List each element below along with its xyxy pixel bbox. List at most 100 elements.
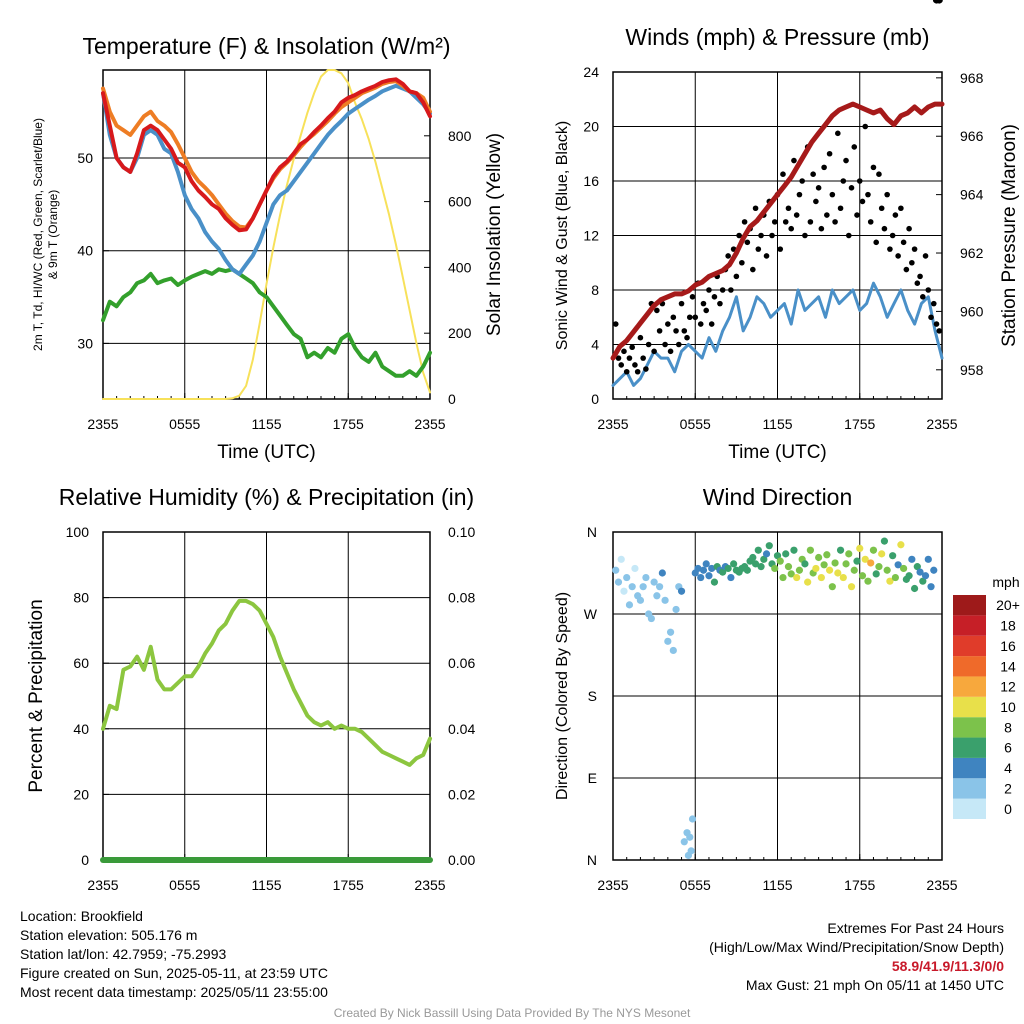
wdir-point — [697, 573, 705, 582]
legend-label: 20+ — [996, 597, 1020, 613]
winds-gust-point — [758, 232, 764, 239]
wdir-point — [612, 566, 620, 574]
winds-gust-point — [654, 307, 660, 314]
winds-gust-point — [793, 212, 800, 218]
winds-gust-point — [876, 171, 882, 177]
winds-xlabel: Time (UTC) — [728, 442, 827, 463]
winds-ytick-label: 12 — [583, 228, 599, 244]
wdir-point — [845, 550, 853, 558]
wdir-point — [730, 560, 738, 568]
temp-title: Temperature (F) & Insolation (W/m²) — [82, 33, 450, 59]
wdir-point — [669, 646, 677, 655]
wdir-point — [631, 564, 639, 573]
wdir-point — [727, 573, 735, 582]
wdir-point — [776, 557, 784, 565]
legend-swatch — [953, 757, 986, 779]
wdir-point — [801, 560, 809, 568]
wdir-point — [686, 833, 694, 841]
rh-y2tick-label: 0.08 — [448, 590, 475, 606]
legend-swatch — [953, 656, 986, 677]
winds-y2tick-label: 962 — [960, 245, 984, 261]
temp-ylabel-line2: & 9m T (Orange) — [46, 190, 60, 280]
winds-xtick-label: 1755 — [844, 416, 875, 432]
wdir-point — [625, 601, 634, 609]
winds-gust-point — [848, 185, 855, 191]
winds-gust-point — [769, 232, 775, 239]
winds-gust-point — [835, 130, 841, 137]
wdir-point — [839, 573, 847, 582]
wdir-ytick-label: N — [587, 524, 597, 540]
winds-ytick-label: 4 — [591, 337, 599, 353]
wdir-point — [919, 577, 927, 585]
temp-y2tick-label: 0 — [448, 391, 456, 407]
winds-gust-point — [676, 341, 682, 348]
wdir-point — [889, 552, 897, 560]
wdir-point — [779, 573, 787, 582]
wdir-point — [702, 560, 710, 568]
rh-xtick-label: 2355 — [87, 877, 118, 893]
wdir-point — [867, 559, 875, 567]
winds-gust-point — [755, 246, 762, 252]
winds-ytick-label: 0 — [591, 391, 599, 407]
wdir-point — [664, 637, 672, 645]
winds-gust-point — [936, 328, 943, 334]
legend-swatch — [953, 737, 986, 758]
winds-gust-point — [626, 355, 633, 361]
wdir-point — [927, 583, 935, 591]
legend-swatch — [953, 615, 986, 636]
wdir-point — [620, 587, 628, 595]
figure-created: Figure created on Sun, 2025-05-11, at 23… — [20, 965, 328, 981]
wdir-point — [930, 566, 938, 574]
wdir-point — [677, 587, 686, 595]
legend-label: 4 — [1004, 760, 1012, 776]
wdir-point — [705, 572, 713, 580]
wdir-point — [699, 566, 708, 574]
rh-xtick-label: 1155 — [251, 877, 281, 893]
winds-gust-point — [637, 334, 644, 341]
legend-swatch — [953, 595, 986, 616]
wdir-point — [636, 596, 645, 604]
winds-gust-point — [824, 212, 830, 218]
wdir-xtick-label: 1155 — [762, 877, 792, 893]
wdir-point — [823, 551, 831, 559]
extremes-description: (High/Low/Max Wind/Precipitation/Snow De… — [709, 939, 1004, 955]
winds-gust-point — [719, 287, 726, 293]
winds-gust-point — [854, 212, 860, 218]
winds-gust-point — [889, 232, 896, 239]
winds-y2tick-label: 966 — [960, 128, 984, 144]
wdir-point — [751, 560, 760, 568]
winds-gust-point — [829, 191, 836, 198]
extremes-info: Extremes For Past 24 Hours (High/Low/Max… — [709, 919, 1004, 995]
winds-gust-point — [777, 246, 784, 252]
winds-gust-point — [788, 225, 795, 232]
winds-gust-point — [933, 321, 940, 327]
winds-gust-point — [917, 273, 923, 280]
wdir-point — [828, 583, 836, 591]
legend-label: 18 — [1000, 618, 1016, 634]
rh-ytick-label: 20 — [73, 786, 89, 802]
wdir-point — [831, 559, 839, 567]
wdir-point — [771, 564, 779, 573]
temp-y2tick-label: 600 — [448, 194, 472, 210]
wdir-point — [878, 550, 886, 558]
winds-gust-point — [632, 362, 638, 368]
temp-ytick-label: 40 — [77, 243, 93, 259]
winds-gust-point — [741, 219, 748, 225]
winds-gust-point — [826, 150, 833, 157]
winds-gust-point — [629, 344, 635, 351]
winds-gust-point — [851, 144, 858, 150]
wdir-point — [623, 573, 631, 582]
temp-y2tick-label: 800 — [448, 128, 472, 144]
temp-xlabel: Time (UTC) — [217, 442, 316, 463]
winds-gust-point — [697, 321, 704, 327]
legend-swatch — [953, 696, 986, 718]
rh-ytick-label: 60 — [73, 655, 89, 671]
legend-label: 8 — [1004, 719, 1012, 735]
winds-gust-point — [665, 321, 671, 327]
winds-gust-point — [643, 366, 649, 372]
wdir-point — [688, 815, 697, 823]
wdir-point — [724, 564, 732, 573]
winds-gust-point — [873, 239, 879, 246]
winds-y2tick-label: 958 — [960, 362, 984, 378]
